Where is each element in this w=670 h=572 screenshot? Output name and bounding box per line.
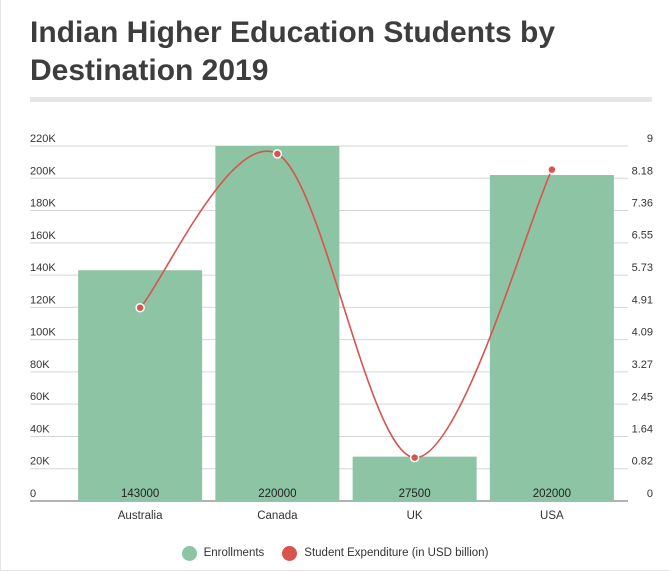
bar-canada[interactable]	[215, 146, 340, 501]
left-tick-label: 40K	[30, 423, 50, 435]
expenditure-point-canada[interactable]	[272, 149, 283, 159]
bar-value-label: 27500	[399, 488, 431, 500]
right-tick-label: 4.91	[632, 294, 653, 306]
expenditure-line-path	[139, 150, 553, 459]
title-divider	[30, 97, 652, 102]
left-tick-label: 120K	[30, 294, 56, 306]
expenditure-point-usa[interactable]	[547, 164, 557, 175]
right-axis: 0 0.82 1.64 2.45 3.27 4.09 4.91 5.73 6.55 7.36 8.1…	[632, 133, 653, 500]
legend-item-expenditure[interactable]: Student Expenditure (in USD billion)	[282, 545, 489, 561]
left-tick-label: 20K	[30, 456, 50, 468]
right-tick-label: 9	[647, 133, 653, 145]
legend-item-enrollments[interactable]: Enrollments	[181, 545, 265, 561]
legend-label-expenditure: Student Expenditure (in USD billion)	[304, 547, 489, 559]
expenditure-point-uk[interactable]	[409, 452, 420, 463]
left-tick-label: 0	[30, 488, 36, 500]
bars: 143000 220000 27500 202000	[78, 146, 614, 501]
left-tick-label: 80K	[30, 359, 50, 371]
right-tick-label: 7.36	[632, 198, 653, 210]
left-tick-label: 140K	[30, 262, 56, 274]
bar-uk[interactable]	[352, 456, 477, 501]
category-label: USA	[540, 510, 564, 522]
right-tick-label: 3.27	[632, 359, 653, 371]
expenditure-point-australia[interactable]	[135, 302, 145, 313]
bar-value-label: 143000	[121, 488, 159, 500]
bar-value-label: 202000	[533, 488, 571, 500]
right-tick-label: 1.64	[632, 423, 653, 435]
category-label: Canada	[257, 510, 298, 522]
left-tick-label: 180K	[30, 198, 56, 210]
legend-swatch-enrollments	[181, 545, 197, 561]
bar-value-label: 220000	[258, 488, 296, 500]
left-tick-label: 200K	[30, 165, 56, 177]
category-label: UK	[407, 510, 423, 522]
right-tick-label: 4.09	[632, 327, 653, 339]
left-tick-label: 60K	[30, 391, 50, 403]
chart-title: Indian Higher Education Students by Dest…	[30, 16, 556, 87]
right-tick-label: 0	[647, 488, 653, 500]
left-tick-label: 220K	[30, 133, 56, 145]
right-tick-label: 0.82	[632, 456, 653, 468]
category-label: Australia	[118, 510, 163, 522]
legend: Enrollments Student Expenditure (in USD …	[0, 543, 670, 563]
legend-swatch-expenditure	[282, 545, 298, 561]
left-tick-label: 100K	[30, 327, 56, 339]
left-tick-label: 160K	[30, 230, 56, 242]
right-tick-label: 6.55	[632, 230, 653, 242]
left-axis: 0 20K 40K 60K 80K 100K 120K 140K 160K 180K 200K 220…	[30, 133, 56, 500]
category-labels: Australia Canada UK USA	[118, 510, 564, 522]
right-tick-label: 5.73	[632, 262, 653, 274]
legend-label-enrollments: Enrollments	[203, 547, 265, 559]
bar-usa[interactable]	[489, 175, 614, 501]
expenditure-line	[135, 149, 557, 463]
right-tick-label: 2.45	[632, 391, 653, 403]
right-tick-label: 8.18	[632, 165, 653, 177]
